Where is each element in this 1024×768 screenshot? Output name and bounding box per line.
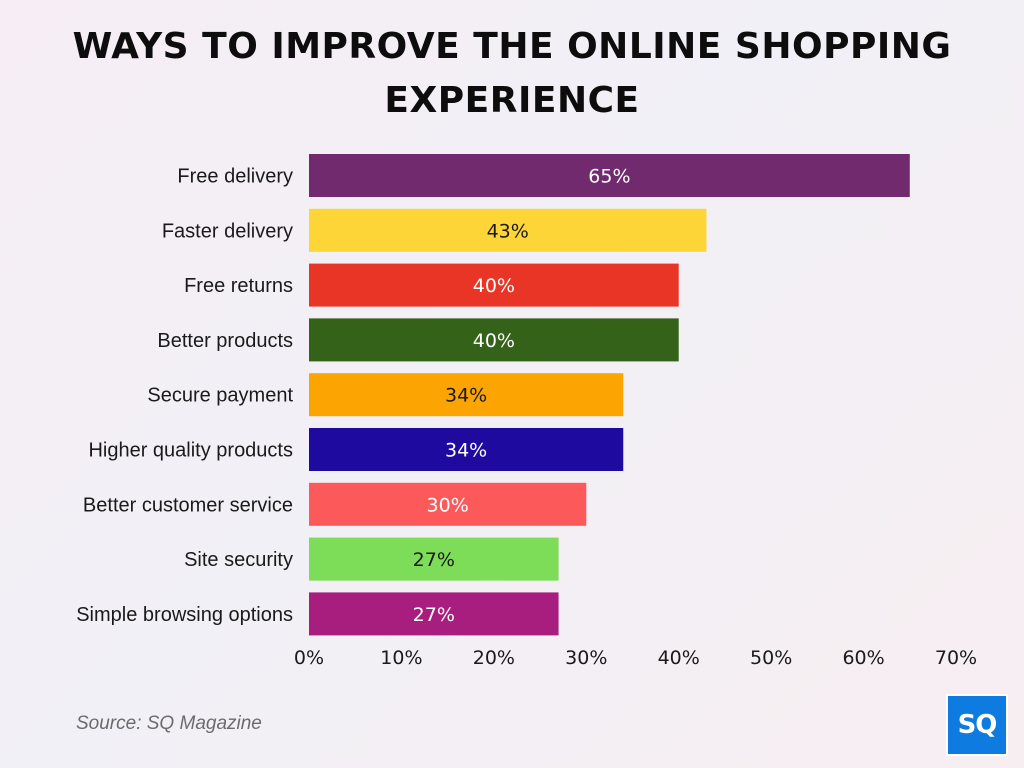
x-tick-label: 40% — [658, 647, 700, 669]
bar — [309, 318, 679, 362]
bar-value-label: 34% — [445, 385, 487, 407]
category-label: Better products — [157, 330, 293, 352]
bar-value-label: 65% — [588, 166, 630, 188]
category-label: Site security — [184, 549, 293, 571]
bar-value-label: 34% — [445, 440, 487, 462]
bar — [309, 373, 624, 417]
bar-value-label: 30% — [427, 494, 469, 516]
x-tick-label: 60% — [842, 647, 884, 669]
category-label: Simple browsing options — [76, 604, 293, 626]
bar-value-label: 43% — [487, 220, 529, 242]
sq-logo-text: SQ — [957, 710, 998, 740]
bar-chart: Free delivery 65% Faster delivery 43% Free r… — [76, 154, 977, 669]
bar — [309, 428, 624, 471]
bar-value-label: 40% — [473, 275, 515, 297]
x-tick-label: 0% — [294, 647, 324, 669]
bar — [309, 154, 910, 197]
category-label: Secure payment — [147, 385, 293, 407]
chart-title-line-2: EXPERIENCE — [384, 80, 640, 121]
x-tick-label: 30% — [565, 647, 607, 669]
bar — [309, 592, 559, 636]
category-label: Higher quality products — [88, 440, 293, 462]
category-label: Free delivery — [177, 166, 293, 188]
bar — [309, 208, 707, 252]
chart-title: WAYS TO IMPROVE THE ONLINE SHOPPING EXPE… — [0, 20, 1024, 128]
category-label: Better customer service — [83, 494, 293, 516]
x-tick-label: 50% — [750, 647, 792, 669]
chart-title-line-1: WAYS TO IMPROVE THE ONLINE SHOPPING — [72, 26, 952, 67]
bar-value-label: 27% — [413, 549, 455, 571]
x-tick-label: 10% — [380, 647, 422, 669]
source-credit: Source: SQ Magazine — [76, 713, 262, 734]
category-label: Free returns — [184, 275, 293, 297]
category-label: Faster delivery — [162, 220, 293, 242]
x-tick-label: 20% — [473, 647, 515, 669]
bar-value-label: 27% — [413, 604, 455, 626]
bar — [309, 482, 587, 526]
x-tick-label: 70% — [935, 647, 977, 669]
sq-logo: SQ — [946, 694, 1008, 756]
bar — [309, 537, 559, 581]
bar — [309, 263, 679, 307]
bar-value-label: 40% — [473, 330, 515, 352]
